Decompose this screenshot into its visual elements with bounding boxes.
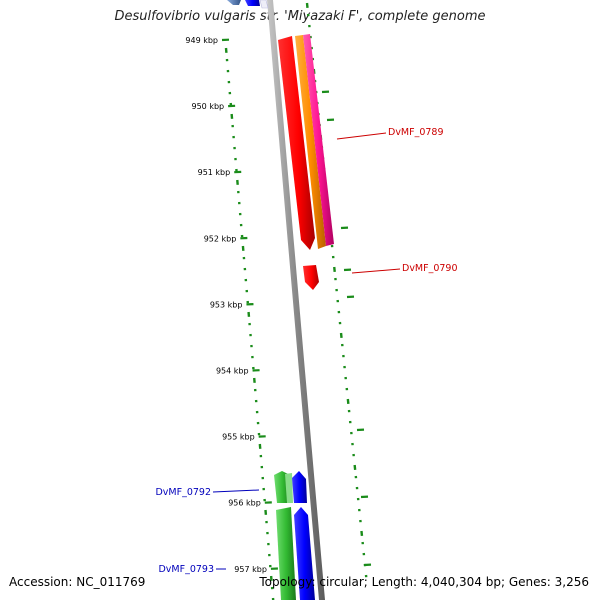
gene-label-dvmf-0789[interactable]: DvMF_0789 — [388, 127, 444, 138]
scale-ruler: 949 kbp 950 kbp 951 kbp 952 kbp 953 kbp 954 k… — [185, 36, 278, 574]
gene-feature-white-top — [259, 0, 269, 9]
scale-tick-label: 952 kbp — [204, 234, 237, 243]
scale-tick-label: 956 kbp — [228, 499, 261, 508]
genome-title: Desulfovibrio vulgaris str. 'Miyazaki F'… — [114, 9, 486, 24]
scale-tick-label: 950 kbp — [192, 102, 225, 111]
scale-tick-label: 954 kbp — [216, 367, 249, 376]
gene-feature-orange — [295, 35, 326, 249]
gene-label-dvmf-0792[interactable]: DvMF_0792 — [155, 487, 211, 498]
gene-feature-blue-dvmf-0793 — [294, 507, 315, 600]
gene-label-leader-dvmf-0789 — [336, 132, 387, 140]
scale-tick-label: 951 kbp — [198, 168, 231, 177]
gene-feature-green-dvmf-0792-light — [285, 473, 293, 503]
gene-feature-pink — [303, 34, 334, 246]
gene-label-leader-dvmf-0790 — [351, 268, 401, 274]
gc-skew-track-right — [305, 2, 372, 578]
genome-summary-text: Topology: circular; Length: 4,040,304 bp… — [259, 575, 589, 589]
gene-label-dvmf-0793[interactable]: DvMF_0793 — [158, 564, 214, 575]
gene-feature-green-dvmf-0793 — [276, 507, 296, 600]
gene-feature-red-dvmf-0789 — [278, 36, 315, 250]
gene-label-dvmf-0790[interactable]: DvMF_0790 — [402, 263, 458, 274]
gene-feature-steel-top — [227, 0, 241, 5]
gene-feature-red-dvmf-0790 — [303, 265, 319, 290]
scale-tick-label: 955 kbp — [222, 433, 255, 442]
gene-feature-blue-top — [245, 0, 260, 6]
genome-backbone — [267, 0, 325, 600]
gc-skew-track-left — [224, 47, 275, 600]
gene-feature-blue-dvmf-0792 — [292, 471, 307, 503]
scale-tick-label: 957 kbp — [234, 565, 267, 574]
scale-tick-label: 949 kbp — [185, 36, 218, 45]
scale-tick-label: 953 kbp — [210, 300, 243, 309]
accession-text: Accession: NC_011769 — [9, 575, 146, 589]
gene-label-leader-dvmf-0792 — [212, 489, 260, 493]
